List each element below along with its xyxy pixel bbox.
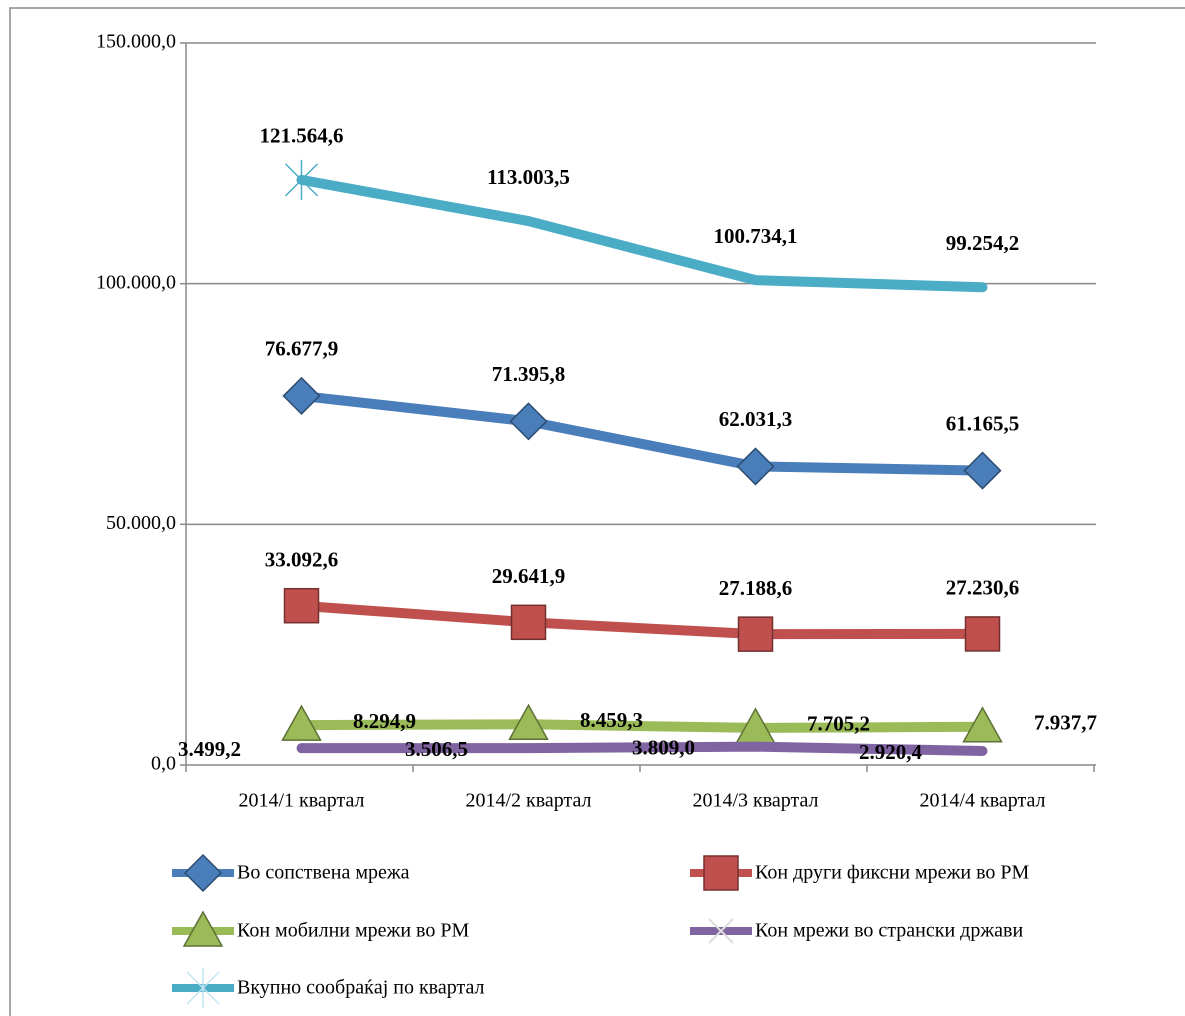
y-tick-label: 150.000,0 — [96, 31, 176, 53]
legend-label: Кон мобилни мрежи во РМ — [237, 920, 469, 942]
series-line — [296, 390, 988, 476]
x-tick-label: 2014/3 квартал — [692, 790, 818, 812]
x-tick-label: 2014/1 квартал — [238, 790, 364, 812]
series-line — [296, 719, 988, 733]
legend-item: Кон мрежи во странски држави — [690, 918, 1023, 944]
series-line — [296, 741, 988, 756]
data-label: 99.254,2 — [946, 231, 1020, 255]
marker — [282, 376, 321, 415]
marker — [508, 703, 549, 741]
marker — [182, 910, 224, 947]
data-label: 121.564,6 — [260, 124, 344, 148]
y-tick-label: 100.000,0 — [96, 271, 176, 293]
marker — [509, 402, 548, 441]
data-label: 27.230,6 — [946, 576, 1020, 600]
data-label: 7.705,2 — [807, 712, 870, 736]
marker — [281, 704, 322, 741]
data-label: 3.499,2 — [178, 737, 241, 761]
data-label: 27.188,6 — [719, 576, 793, 600]
legend-label: Кон други фиксни мрежи во РМ — [755, 862, 1030, 884]
data-label: 71.395,8 — [492, 362, 566, 386]
legend-item: Кон други фиксни мрежи во РМ — [690, 855, 1030, 891]
data-label: 3.809,0 — [632, 735, 695, 759]
series-line — [296, 600, 988, 640]
chart-border — [9, 7, 1185, 1016]
x-tick-label: 2014/4 квартал — [919, 790, 1045, 812]
data-label: 3.506,5 — [405, 737, 468, 761]
y-tick-label: 0,0 — [151, 753, 176, 775]
marker — [284, 159, 319, 200]
legend-label: Вкупно сообраќај по квартал — [237, 977, 485, 999]
data-label: 7.937,7 — [1034, 711, 1097, 735]
data-label: 61.165,5 — [946, 411, 1020, 435]
data-label: 29.641,9 — [492, 564, 566, 588]
marker — [708, 918, 734, 944]
legend-label: Кон мрежи во странски држави — [755, 920, 1023, 942]
data-label: 8.294,9 — [353, 709, 416, 733]
y-tick-label: 50.000,0 — [106, 512, 176, 534]
legend-item: Во сопствена мрежа — [172, 853, 410, 893]
x-tick-label: 2014/2 квартал — [465, 790, 591, 812]
marker — [186, 968, 220, 1008]
marker — [283, 587, 320, 624]
marker — [962, 706, 1003, 743]
marker — [736, 447, 775, 486]
data-label: 113.003,5 — [487, 165, 570, 189]
data-label: 33.092,6 — [265, 548, 339, 572]
data-label: 76.677,9 — [265, 337, 339, 361]
marker — [737, 616, 774, 652]
legend-item: Вкупно сообраќај по квартал — [172, 968, 485, 1008]
marker — [703, 855, 739, 891]
marker — [183, 853, 223, 893]
marker — [964, 616, 1001, 652]
legend-item: Кон мобилни мрежи во РМ — [172, 910, 469, 947]
series-line — [296, 174, 988, 293]
marker — [510, 604, 547, 641]
data-label: 62.031,3 — [719, 407, 793, 431]
marker — [963, 451, 1002, 490]
data-label: 8.459,3 — [580, 708, 643, 732]
data-label: 2.920,4 — [859, 740, 923, 764]
legend-label: Во сопствена мрежа — [237, 862, 410, 884]
data-label: 100.734,1 — [714, 224, 798, 248]
